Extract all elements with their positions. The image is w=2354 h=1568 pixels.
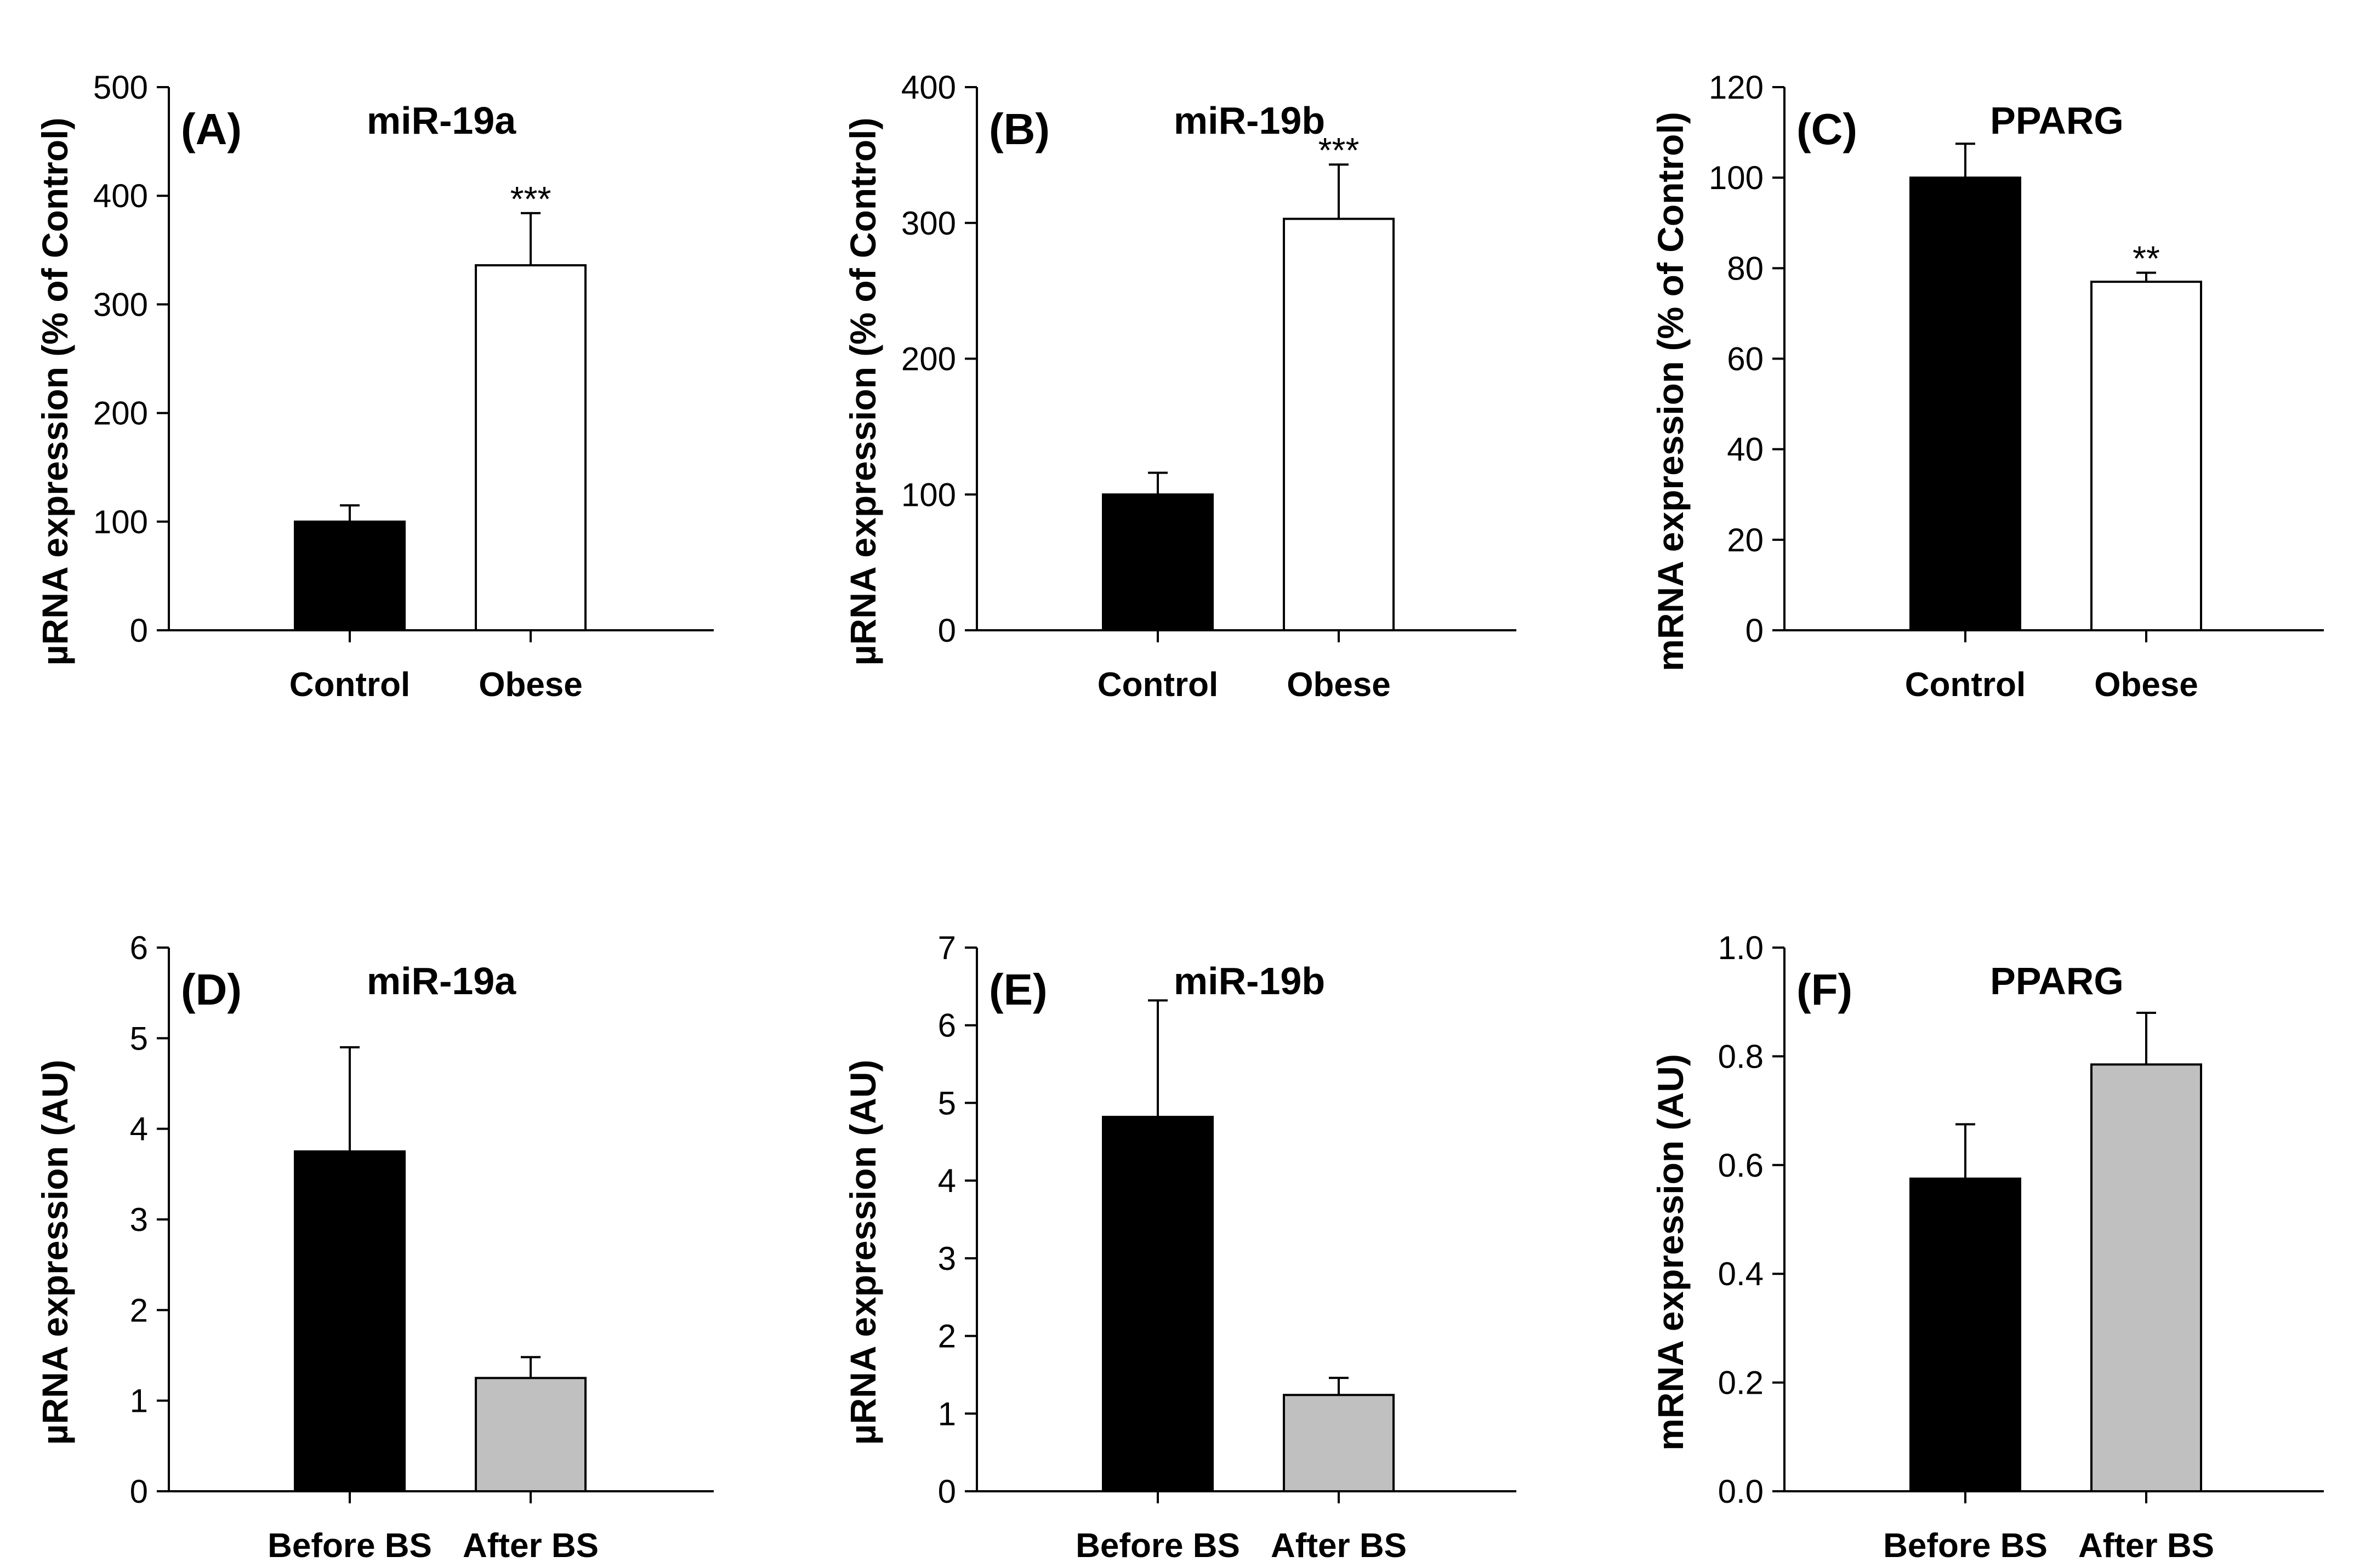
y-axis-label: µRNA expression (% of Control)	[843, 118, 883, 666]
y-tick-label: 0.8	[1718, 1038, 1764, 1075]
x-tick-label: Obese	[479, 666, 583, 704]
bar-1	[475, 264, 587, 632]
y-tick-label: 1	[938, 1395, 956, 1432]
y-tick-label: 7	[938, 930, 956, 966]
y-tick-label: 0	[938, 612, 956, 649]
y-tick-label: 40	[1727, 431, 1764, 468]
panel-label: (B)	[989, 105, 1050, 153]
y-tick-label: 200	[901, 341, 956, 378]
chart-title: miR-19a	[367, 99, 516, 142]
chart-title: PPARG	[1990, 99, 2124, 142]
y-tick-label: 2	[938, 1318, 956, 1355]
y-tick-label: 60	[1727, 341, 1764, 378]
y-tick-label: 3	[938, 1240, 956, 1277]
y-tick-label: 1.0	[1718, 930, 1764, 966]
y-tick-label: 0.4	[1718, 1256, 1764, 1292]
y-tick-label: 120	[1709, 69, 1764, 106]
y-tick-label: 100	[901, 476, 956, 513]
y-tick-label: 2	[130, 1292, 148, 1328]
x-tick-label: Control	[289, 666, 410, 704]
y-tick-label: 0.2	[1718, 1365, 1764, 1401]
y-tick-label: 20	[1727, 522, 1764, 558]
y-axis-label: µRNA expression (% of Control)	[35, 118, 75, 666]
x-tick-label: Before BS	[1883, 1527, 2048, 1565]
panel-label: (C)	[1796, 105, 1857, 153]
y-axis-label: µRNA expression (AU)	[843, 1059, 883, 1445]
x-tick-label: Obese	[1287, 666, 1391, 704]
bar-1	[2090, 1063, 2202, 1492]
y-axis-label: µRNA expression (AU)	[35, 1059, 75, 1445]
y-tick-label: 3	[130, 1201, 148, 1238]
chart-panel-a: 0 100 200 300 400 500 Control Obese *** (A) miR-19…	[35, 69, 714, 704]
chart-panel-b: 0 100 200 300 400 Control Obese *** (B) miR-19b µR…	[843, 69, 1516, 704]
y-tick-label: 0	[938, 1473, 956, 1510]
chart-panel-f: 0.0 0.2 0.4 0.6 0.8 1.0 Before BS After BS (F) PP…	[1650, 930, 2324, 1565]
y-tick-label: 300	[93, 286, 148, 323]
bar-0	[1909, 176, 2021, 631]
x-tick-label: Control	[1905, 666, 2026, 704]
chart-title: miR-19b	[1174, 99, 1325, 142]
y-tick-label: 100	[93, 504, 148, 540]
y-tick-label: 500	[93, 69, 148, 106]
y-tick-label: 80	[1727, 250, 1764, 287]
y-axis-label: mRNA expression (AU)	[1650, 1054, 1691, 1451]
x-tick-label: Before BS	[268, 1527, 432, 1565]
y-tick-label: 6	[938, 1007, 956, 1044]
bar-0	[1102, 493, 1214, 631]
y-tick-label: 0.0	[1718, 1473, 1764, 1510]
x-tick-label: After BS	[2078, 1527, 2214, 1565]
y-tick-label: 300	[901, 205, 956, 242]
y-tick-label: 4	[130, 1111, 148, 1148]
bar-1	[475, 1377, 587, 1492]
chart-title: miR-19a	[367, 960, 516, 1002]
y-tick-label: 0	[1745, 612, 1764, 649]
y-tick-label: 400	[901, 69, 956, 106]
significance-marker: ***	[510, 179, 551, 219]
bar-0	[294, 1150, 406, 1492]
y-tick-label: 5	[130, 1020, 148, 1057]
panel-label: (F)	[1796, 965, 1852, 1014]
x-tick-label: Before BS	[1076, 1527, 1240, 1565]
chart-panel-c: 0 20 40 60 80 100 120 Control Obese ** (C) PPARG mRN…	[1650, 69, 2324, 704]
y-tick-label: 400	[93, 178, 148, 214]
y-tick-label: 100	[1709, 159, 1764, 196]
y-tick-label: 6	[130, 930, 148, 966]
x-tick-label: After BS	[463, 1527, 599, 1565]
panel-label: (A)	[181, 105, 242, 153]
bar-1	[1283, 218, 1395, 631]
significance-marker: **	[2133, 239, 2160, 278]
y-tick-label: 1	[130, 1383, 148, 1419]
panel-label: (D)	[181, 965, 242, 1014]
y-tick-label: 4	[938, 1162, 956, 1199]
y-axis-label: mRNA expression (% of Control)	[1650, 112, 1691, 671]
chart-panel-e: 0 1 2 3 4 5 6 7 Before BS After BS (E) miR-19b µRNA …	[843, 930, 1516, 1565]
bar-1	[2090, 281, 2202, 631]
x-tick-label: After BS	[1271, 1527, 1407, 1565]
x-tick-label: Obese	[2094, 666, 2198, 704]
y-tick-label: 0	[130, 1473, 148, 1510]
y-tick-label: 200	[93, 395, 148, 432]
x-tick-label: Control	[1098, 666, 1218, 704]
bar-0	[1102, 1115, 1214, 1492]
y-tick-label: 0.6	[1718, 1147, 1764, 1184]
y-tick-label: 0	[130, 612, 148, 649]
chart-title: miR-19b	[1174, 960, 1325, 1002]
chart-panel-d: 0 1 2 3 4 5 6 Before BS After BS (D) miR-19a µRNA e…	[35, 930, 714, 1565]
bar-0	[294, 520, 406, 631]
y-tick-label: 5	[938, 1085, 956, 1121]
panel-label: (E)	[989, 965, 1048, 1014]
significance-marker: ***	[1318, 130, 1360, 170]
bar-1	[1283, 1394, 1395, 1492]
chart-title: PPARG	[1990, 960, 2124, 1002]
bar-0	[1909, 1177, 2021, 1493]
